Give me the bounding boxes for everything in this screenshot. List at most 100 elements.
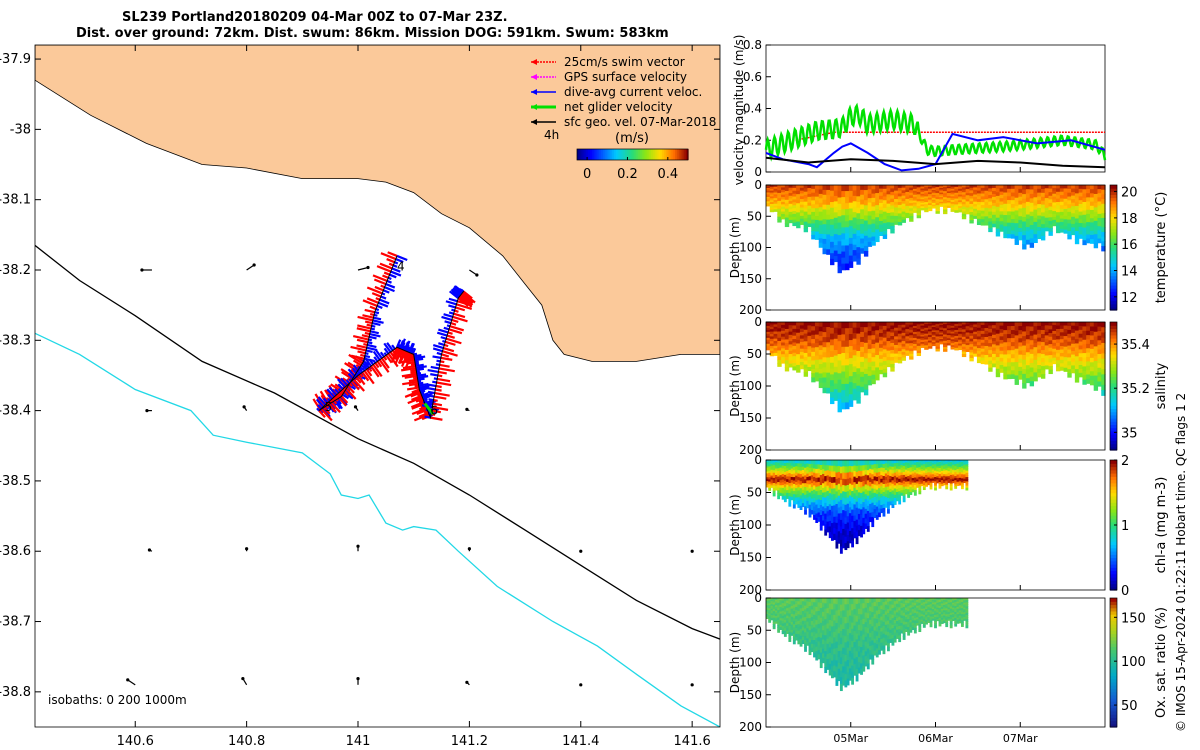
temperature-cell (852, 239, 857, 246)
chla-cell (783, 480, 787, 485)
salinity-cell (1082, 379, 1087, 385)
oxygen-cell (783, 628, 787, 632)
temperature-cell (954, 210, 959, 213)
colorbar-segment (588, 149, 591, 160)
salinity-cell (901, 324, 906, 329)
salinity-cell (1101, 369, 1106, 375)
chla-cell (902, 477, 906, 482)
chla-cell (893, 472, 897, 477)
chla-cell (806, 500, 810, 505)
temperature-cell (1067, 223, 1072, 228)
temperature-cell (773, 200, 778, 203)
temperature-cell (830, 190, 835, 197)
salinity-colorbar-segment (1110, 434, 1117, 438)
salinity-cell (807, 328, 812, 333)
salinity-cell (980, 360, 986, 365)
oxygen-cell (804, 628, 807, 633)
chla-cell (783, 477, 787, 482)
chla-cell (891, 466, 895, 471)
salinity-cell (1048, 358, 1053, 364)
chla-cell (949, 474, 953, 478)
chla-cell (813, 485, 816, 491)
chla-cell (864, 503, 868, 510)
oxygen-cell (808, 646, 812, 652)
salinity-cell (1040, 334, 1046, 339)
salinity-cell (848, 322, 854, 329)
salinity-cell (852, 322, 857, 329)
chla-colorbar-segment (1110, 492, 1117, 497)
chla-cell (936, 466, 940, 469)
salinity-cell (1059, 349, 1065, 354)
salinity-cell (1029, 362, 1035, 369)
chla-cell (866, 510, 870, 517)
chla-cell (799, 460, 803, 465)
salinity-cell (833, 361, 839, 368)
chla-cell (925, 465, 928, 469)
sfc-geo-vector-head (252, 263, 256, 267)
chla-cell (774, 460, 778, 463)
salinity-cell (1101, 363, 1106, 370)
chla-cell (862, 491, 866, 498)
chla-cell (920, 467, 924, 470)
chla-cell (781, 487, 785, 492)
salinity-cell (995, 364, 1001, 370)
temperature-cell (984, 185, 989, 189)
temperature-cell (773, 194, 778, 197)
temperature-cell (1093, 238, 1099, 244)
current-vector (435, 363, 440, 366)
salinity-cell (796, 343, 801, 348)
temperature-cell (1097, 222, 1102, 227)
colorbar-segment (671, 149, 674, 160)
temperature-cell (781, 206, 786, 210)
temperature-cell (984, 187, 989, 192)
chla-cell (817, 503, 821, 509)
salinity-cell (1022, 326, 1027, 333)
swim-vector (400, 366, 417, 372)
salinity-cell (826, 387, 831, 394)
swim-vector (356, 338, 369, 344)
chla-cell (788, 479, 792, 484)
oxygen-cell (781, 610, 785, 614)
salinity-cell (773, 336, 778, 340)
temperature-cell (1048, 217, 1053, 222)
oxygen-cell (795, 621, 798, 626)
temperature-cell (860, 238, 865, 244)
temperature-cell (1056, 222, 1061, 227)
temperature-cell (811, 227, 816, 232)
chla-cell (875, 464, 879, 470)
chla-cell (929, 472, 933, 476)
chla-cell (797, 460, 801, 464)
chla-cell (882, 495, 886, 501)
current-vector (315, 398, 325, 408)
temperature-cell (1007, 196, 1012, 201)
salinity-cell (822, 362, 827, 368)
chla-cell (853, 515, 857, 522)
chla-cell (891, 480, 895, 485)
salinity-cell (1074, 339, 1080, 345)
chla-cell (797, 473, 801, 478)
chla-cell (766, 463, 769, 467)
salinity-cell (799, 345, 805, 350)
salinity-cell (924, 322, 929, 325)
oxygen-cell (779, 598, 783, 601)
chla-cell (889, 482, 893, 487)
swim-vector (402, 380, 419, 386)
chla-cell (895, 462, 899, 467)
temperature-cell (818, 224, 824, 231)
chla-cell (846, 522, 850, 530)
temperature-cell (1022, 207, 1027, 213)
salinity-cell (860, 386, 865, 393)
chla-cell (772, 460, 776, 464)
salinity-cell (1033, 330, 1038, 336)
chla-cell (911, 464, 915, 468)
chla-cell (855, 507, 859, 515)
chla-cell (898, 478, 902, 483)
temperature-cell (935, 207, 940, 210)
velocity-series-2 (765, 132, 1106, 172)
chla-cell (916, 483, 919, 486)
sfc-geo-vector-head (467, 547, 471, 551)
chla-cell (862, 496, 866, 503)
temperature-cell (992, 185, 997, 189)
temperature-cell (950, 196, 955, 199)
temperature-cell (1040, 228, 1046, 233)
